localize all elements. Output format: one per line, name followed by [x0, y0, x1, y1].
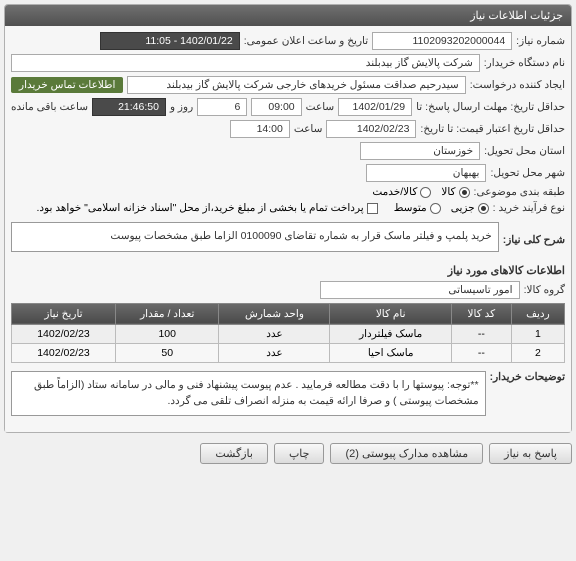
panel-body: شماره نیاز: 1102093202000044 تاریخ و ساع… — [5, 26, 571, 432]
buyer-label: نام دستگاه خریدار: — [484, 57, 565, 69]
table-cell: 1402/02/23 — [12, 343, 116, 362]
table-cell: 50 — [116, 343, 219, 362]
process-radio-group: جزیی متوسط — [394, 202, 489, 214]
table-cell: ماسک فیلتردار — [330, 324, 451, 343]
items-table: ردیفکد کالانام کالاواحد شمارشتعداد / مقد… — [11, 303, 565, 363]
province-value: خوزستان — [360, 142, 480, 160]
radio-khadamat-label: کالا/خدمت — [372, 186, 417, 198]
radio-motevasset[interactable]: متوسط — [394, 202, 441, 214]
days-remaining: 6 — [197, 98, 247, 116]
payment-checkbox[interactable]: پرداخت تمام یا بخشی از مبلغ خرید،از محل … — [37, 202, 378, 214]
table-cell: -- — [451, 343, 511, 362]
attachments-button[interactable]: مشاهده مدارک پیوستی (2) — [330, 443, 483, 464]
table-header: نام کالا — [330, 303, 451, 324]
radio-khadamat[interactable]: کالا/خدمت — [372, 186, 431, 198]
summary-label: شرح کلی نیاز: — [503, 234, 565, 246]
respond-button[interactable]: پاسخ به نیاز — [489, 443, 572, 464]
creator-label: ایجاد کننده درخواست: — [470, 79, 565, 91]
saat-label-1: ساعت — [306, 101, 335, 113]
radio-jozei[interactable]: جزیی — [451, 202, 489, 214]
rooz-label: روز و — [170, 101, 193, 113]
radio-jozei-label: جزیی — [451, 202, 475, 214]
radio-dot-icon — [420, 187, 431, 198]
table-header: تاریخ نیاز — [12, 303, 116, 324]
table-header: تعداد / مقدار — [116, 303, 219, 324]
validity-label: حداقل تاریخ اعتبار قیمت: تا تاریخ: — [420, 123, 565, 135]
group-label: گروه کالا: — [524, 284, 565, 296]
radio-kala[interactable]: کالا — [441, 186, 469, 198]
remaining-suffix: ساعت باقی مانده — [11, 101, 88, 113]
deadline-time: 09:00 — [251, 98, 301, 116]
category-radio-group: کالا کالا/خدمت — [372, 186, 469, 198]
saat-label-2: ساعت — [294, 123, 323, 135]
need-no-label: شماره نیاز: — [516, 35, 565, 47]
city-label: شهر محل تحویل: — [490, 167, 565, 179]
table-header: کد کالا — [451, 303, 511, 324]
notes-label: توضیحات خریدار: — [490, 371, 565, 383]
table-cell: 2 — [511, 343, 564, 362]
radio-kala-label: کالا — [441, 186, 455, 198]
table-cell: -- — [451, 324, 511, 343]
payment-note: پرداخت تمام یا بخشی از مبلغ خرید،از محل … — [37, 202, 364, 214]
back-button[interactable]: بازگشت — [200, 443, 268, 464]
table-cell: ماسک احیا — [330, 343, 451, 362]
table-row: 2--ماسک احیاعدد501402/02/23 — [12, 343, 565, 362]
table-row: 1--ماسک فیلتردارعدد1001402/02/23 — [12, 324, 565, 343]
notes-text: **توجه: پیوستها را با دقت مطالعه فرمایید… — [11, 371, 486, 417]
button-bar: پاسخ به نیاز مشاهده مدارک پیوستی (2) چاپ… — [0, 437, 576, 470]
announce-label: تاریخ و ساعت اعلان عمومی: — [244, 35, 368, 47]
table-cell: عدد — [219, 343, 330, 362]
deadline-date: 1402/01/29 — [338, 98, 412, 116]
radio-dot-icon — [430, 203, 441, 214]
announce-value: 1402/01/22 - 11:05 — [100, 32, 240, 50]
items-section-title: اطلاعات کالاهای مورد نیاز — [11, 264, 565, 277]
time-remaining: 21:46:50 — [92, 98, 166, 116]
group-value: امور تاسیساتی — [320, 281, 520, 299]
deadline-label: حداقل تاریخ: مهلت ارسال پاسخ: تا — [416, 101, 565, 113]
validity-date: 1402/02/23 — [326, 120, 416, 138]
creator-value: سیدرحیم صداقت مسئول خریدهای خارجی شرکت پ… — [127, 76, 465, 94]
table-cell: عدد — [219, 324, 330, 343]
radio-dot-icon — [478, 203, 489, 214]
table-cell: 1402/02/23 — [12, 324, 116, 343]
panel-title: جزئیات اطلاعات نیاز — [5, 5, 571, 26]
table-cell: 100 — [116, 324, 219, 343]
city-value: بهبهان — [366, 164, 486, 182]
table-cell: 1 — [511, 324, 564, 343]
validity-time: 14:00 — [230, 120, 290, 138]
category-label: طبقه بندی موضوعی: — [474, 186, 565, 198]
radio-dot-icon — [459, 187, 470, 198]
radio-motevasset-label: متوسط — [394, 202, 427, 214]
province-label: استان محل تحویل: — [484, 145, 565, 157]
table-header: واحد شمارش — [219, 303, 330, 324]
summary-text: خرید پلمپ و فیلتر ماسک قرار به شماره تقا… — [11, 222, 499, 252]
buyer-value: شرکت پالایش گاز بیدبلند — [11, 54, 480, 72]
checkbox-icon — [367, 203, 378, 214]
need-no-value: 1102093202000044 — [372, 32, 512, 50]
process-label: نوع فرآیند خرید : — [493, 202, 565, 214]
print-button[interactable]: چاپ — [274, 443, 325, 464]
details-panel: جزئیات اطلاعات نیاز شماره نیاز: 11020932… — [4, 4, 572, 433]
contact-info-link[interactable]: اطلاعات تماس خریدار — [11, 77, 123, 93]
table-header: ردیف — [511, 303, 564, 324]
